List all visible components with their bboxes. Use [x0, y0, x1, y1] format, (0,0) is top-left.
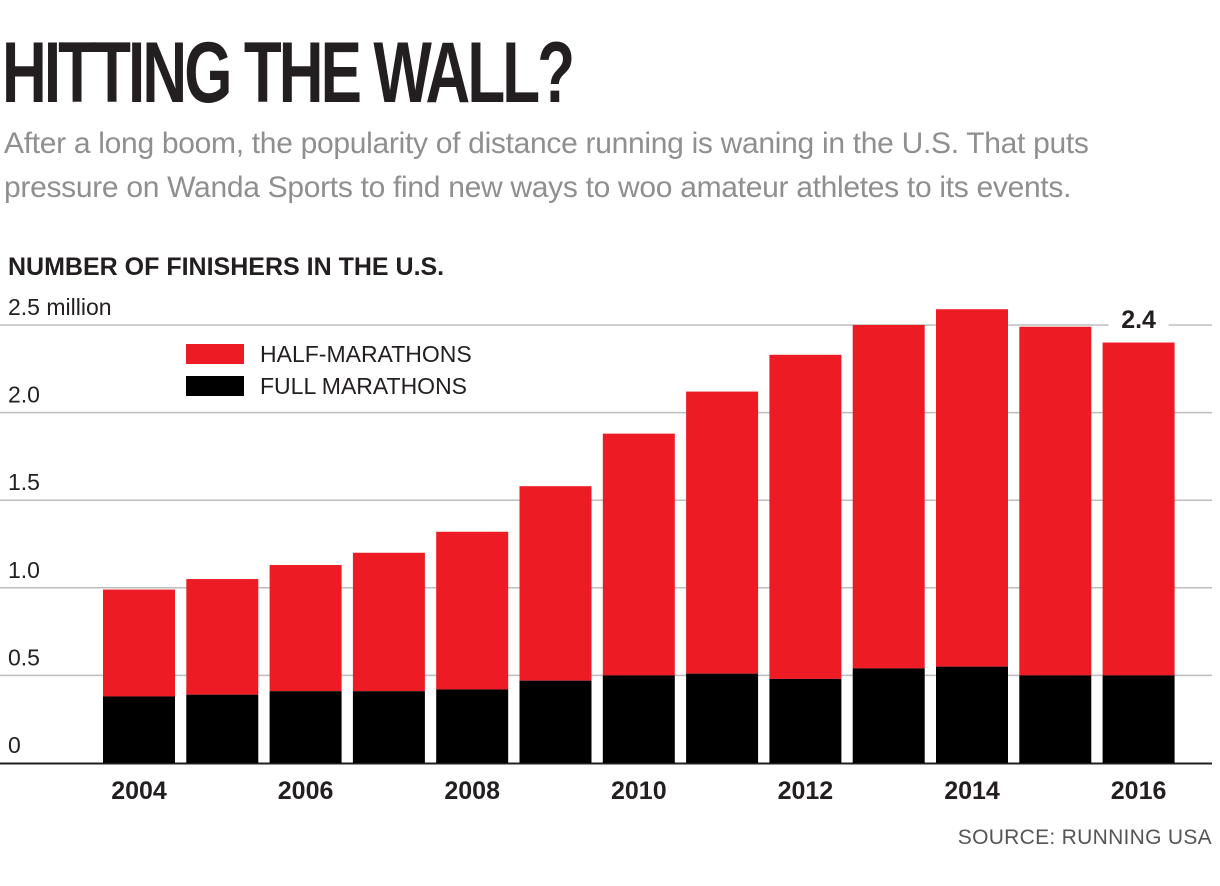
bar-half-marathons	[352, 552, 425, 692]
bar-half-marathons	[602, 433, 675, 676]
legend-label: HALF-MARATHONS	[260, 341, 472, 367]
bar-full-marathons	[686, 673, 759, 763]
bar-full-marathons	[186, 694, 259, 763]
bar-full-marathons	[852, 668, 925, 763]
x-tick-label: 2004	[111, 777, 167, 805]
bar-full-marathons	[436, 689, 509, 763]
y-tick-label: 2.0	[8, 382, 40, 408]
bar-half-marathons	[769, 354, 842, 679]
bar-full-marathons	[519, 680, 592, 763]
bar-full-marathons	[769, 678, 842, 763]
data-label: 2.4	[1121, 306, 1156, 334]
x-tick-label: 2008	[444, 777, 500, 805]
subheadline: After a long boom, the popularity of dis…	[4, 127, 1089, 204]
y-tick-label: 2.5 million	[8, 294, 112, 320]
x-tick-label: 2014	[944, 777, 1000, 805]
bar-full-marathons	[602, 675, 675, 763]
bar-full-marathons	[1102, 675, 1175, 763]
chart-title: NUMBER OF FINISHERS IN THE U.S.	[8, 253, 444, 281]
bar-full-marathons	[936, 666, 1008, 763]
bar-half-marathons	[103, 589, 175, 697]
y-tick-label: 0.5	[8, 644, 40, 670]
bar-half-marathons	[186, 579, 259, 695]
legend-swatch	[186, 344, 244, 364]
bar-full-marathons	[352, 691, 425, 763]
bar-full-marathons	[269, 691, 342, 763]
source-note: SOURCE: RUNNING USA	[957, 826, 1212, 849]
x-tick-label: 2010	[611, 777, 667, 805]
x-tick-label: 2012	[778, 777, 834, 805]
annotation-bg	[1108, 306, 1169, 334]
x-tick-label: 2016	[1111, 777, 1167, 805]
bar-half-marathons	[519, 486, 592, 681]
bar-full-marathons	[103, 696, 175, 763]
bar-half-marathons	[852, 325, 925, 669]
headline: HITTING THE WALL?	[2, 25, 575, 121]
y-tick-label: 1.0	[8, 557, 40, 583]
bar-half-marathons	[686, 391, 759, 674]
legend-swatch	[186, 376, 244, 396]
bar-half-marathons	[269, 565, 342, 692]
legend-label: FULL MARATHONS	[260, 373, 467, 399]
bar-full-marathons	[1019, 675, 1092, 763]
bar-half-marathons	[1019, 326, 1092, 676]
x-tick-label: 2006	[278, 777, 334, 805]
bar-half-marathons	[436, 531, 509, 690]
y-tick-label: 1.5	[8, 469, 40, 495]
bar-half-marathons	[1102, 342, 1175, 676]
y-tick-label: 0	[8, 732, 21, 758]
bar-half-marathons	[936, 309, 1008, 667]
